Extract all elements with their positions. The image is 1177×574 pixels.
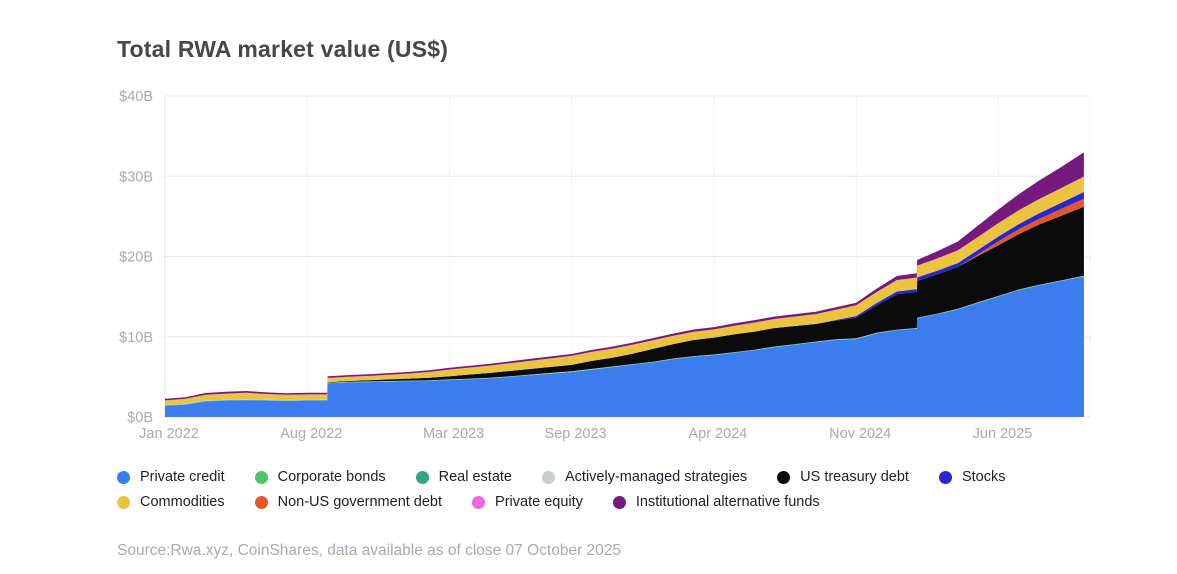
legend-row: Private credit Corporate bonds Real estate… — [117, 469, 1097, 485]
chart-title: Total RWA market value (US$) — [117, 36, 449, 62]
area-private_credit — [165, 276, 1084, 417]
legend-label: Commodities — [140, 494, 225, 510]
y-tick-label: $0B — [127, 410, 153, 426]
legend-swatch-non-us-government-debt — [254, 495, 268, 509]
x-tick-label: Jan 2022 — [139, 426, 199, 442]
legend-item-real-estate[interactable]: Real estate — [415, 469, 512, 485]
area-institutional_alternative_funds — [165, 152, 1084, 401]
legend-label: US treasury debt — [800, 469, 909, 485]
legend-item-actively-managed-strategies[interactable]: Actively-managed strategies — [542, 469, 747, 485]
legend-item-private-equity[interactable]: Private equity — [472, 494, 583, 510]
x-tick-label: Jun 2025 — [973, 426, 1033, 442]
legend-item-private-credit[interactable]: Private credit — [117, 469, 225, 485]
area-us_treasury_debt — [165, 206, 1084, 405]
y-tick-label: $30B — [119, 169, 153, 185]
legend-swatch-institutional-alternative-funds — [612, 495, 626, 509]
legend-label: Actively-managed strategies — [565, 469, 748, 485]
legend-label: Institutional alternative funds — [635, 494, 820, 510]
legend-label: Non-US government debt — [277, 494, 443, 510]
legend-label: Real estate — [438, 469, 512, 485]
legend-label: Private credit — [140, 469, 225, 485]
legend-label: Stocks — [961, 469, 1006, 485]
legend-swatch-private-equity — [472, 495, 486, 509]
x-tick-label: Mar 2023 — [423, 426, 484, 442]
area-commodities — [165, 176, 1084, 405]
legend-swatch-actively-managed-strategies — [542, 470, 555, 484]
legend-swatch-stocks — [938, 470, 952, 484]
legend-label: Corporate bonds — [277, 469, 386, 485]
legend-item-institutional-alternative-funds[interactable]: Institutional alternative funds — [612, 494, 820, 510]
legend-swatch-real-estate — [415, 470, 429, 484]
stacked-area-chart: $0B $10B $20B $30B $40B Jan 2022 Aug 2022 Mar 2… — [95, 84, 1100, 446]
y-tick-label: $10B — [119, 330, 153, 346]
x-tick-label: Sep 2023 — [545, 426, 607, 442]
legend-row: Commodities Non-US government debt Private… — [117, 494, 1097, 510]
x-tick-label: Apr 2024 — [688, 426, 747, 442]
legend-swatch-us-treasury-debt — [777, 470, 791, 484]
rwa-chart-svg: $0B $10B $20B $30B $40B Jan 2022 Aug 2022 Mar 2… — [119, 89, 1091, 442]
y-tick-label: $40B — [119, 89, 153, 105]
legend-item-corporate-bonds[interactable]: Corporate bonds — [254, 469, 386, 485]
legend-item-stocks[interactable]: Stocks — [938, 469, 1006, 485]
source-note: Source:Rwa.xyz, CoinShares, data availab… — [117, 542, 622, 559]
legend-swatch-private-credit — [117, 470, 130, 484]
y-tick-label: $20B — [119, 250, 153, 266]
legend-item-commodities[interactable]: Commodities — [117, 494, 225, 510]
legend-label: Private equity — [495, 494, 583, 510]
x-tick-label: Nov 2024 — [829, 426, 891, 442]
legend-swatch-commodities — [117, 495, 130, 509]
x-tick-label: Aug 2022 — [280, 426, 342, 442]
legend-item-non-us-government-debt[interactable]: Non-US government debt — [254, 494, 443, 510]
legend-swatch-corporate-bonds — [254, 470, 268, 484]
chart-legend: Private credit Corporate bonds Real estate… — [117, 469, 1097, 510]
legend-item-us-treasury-debt[interactable]: US treasury debt — [777, 469, 909, 485]
